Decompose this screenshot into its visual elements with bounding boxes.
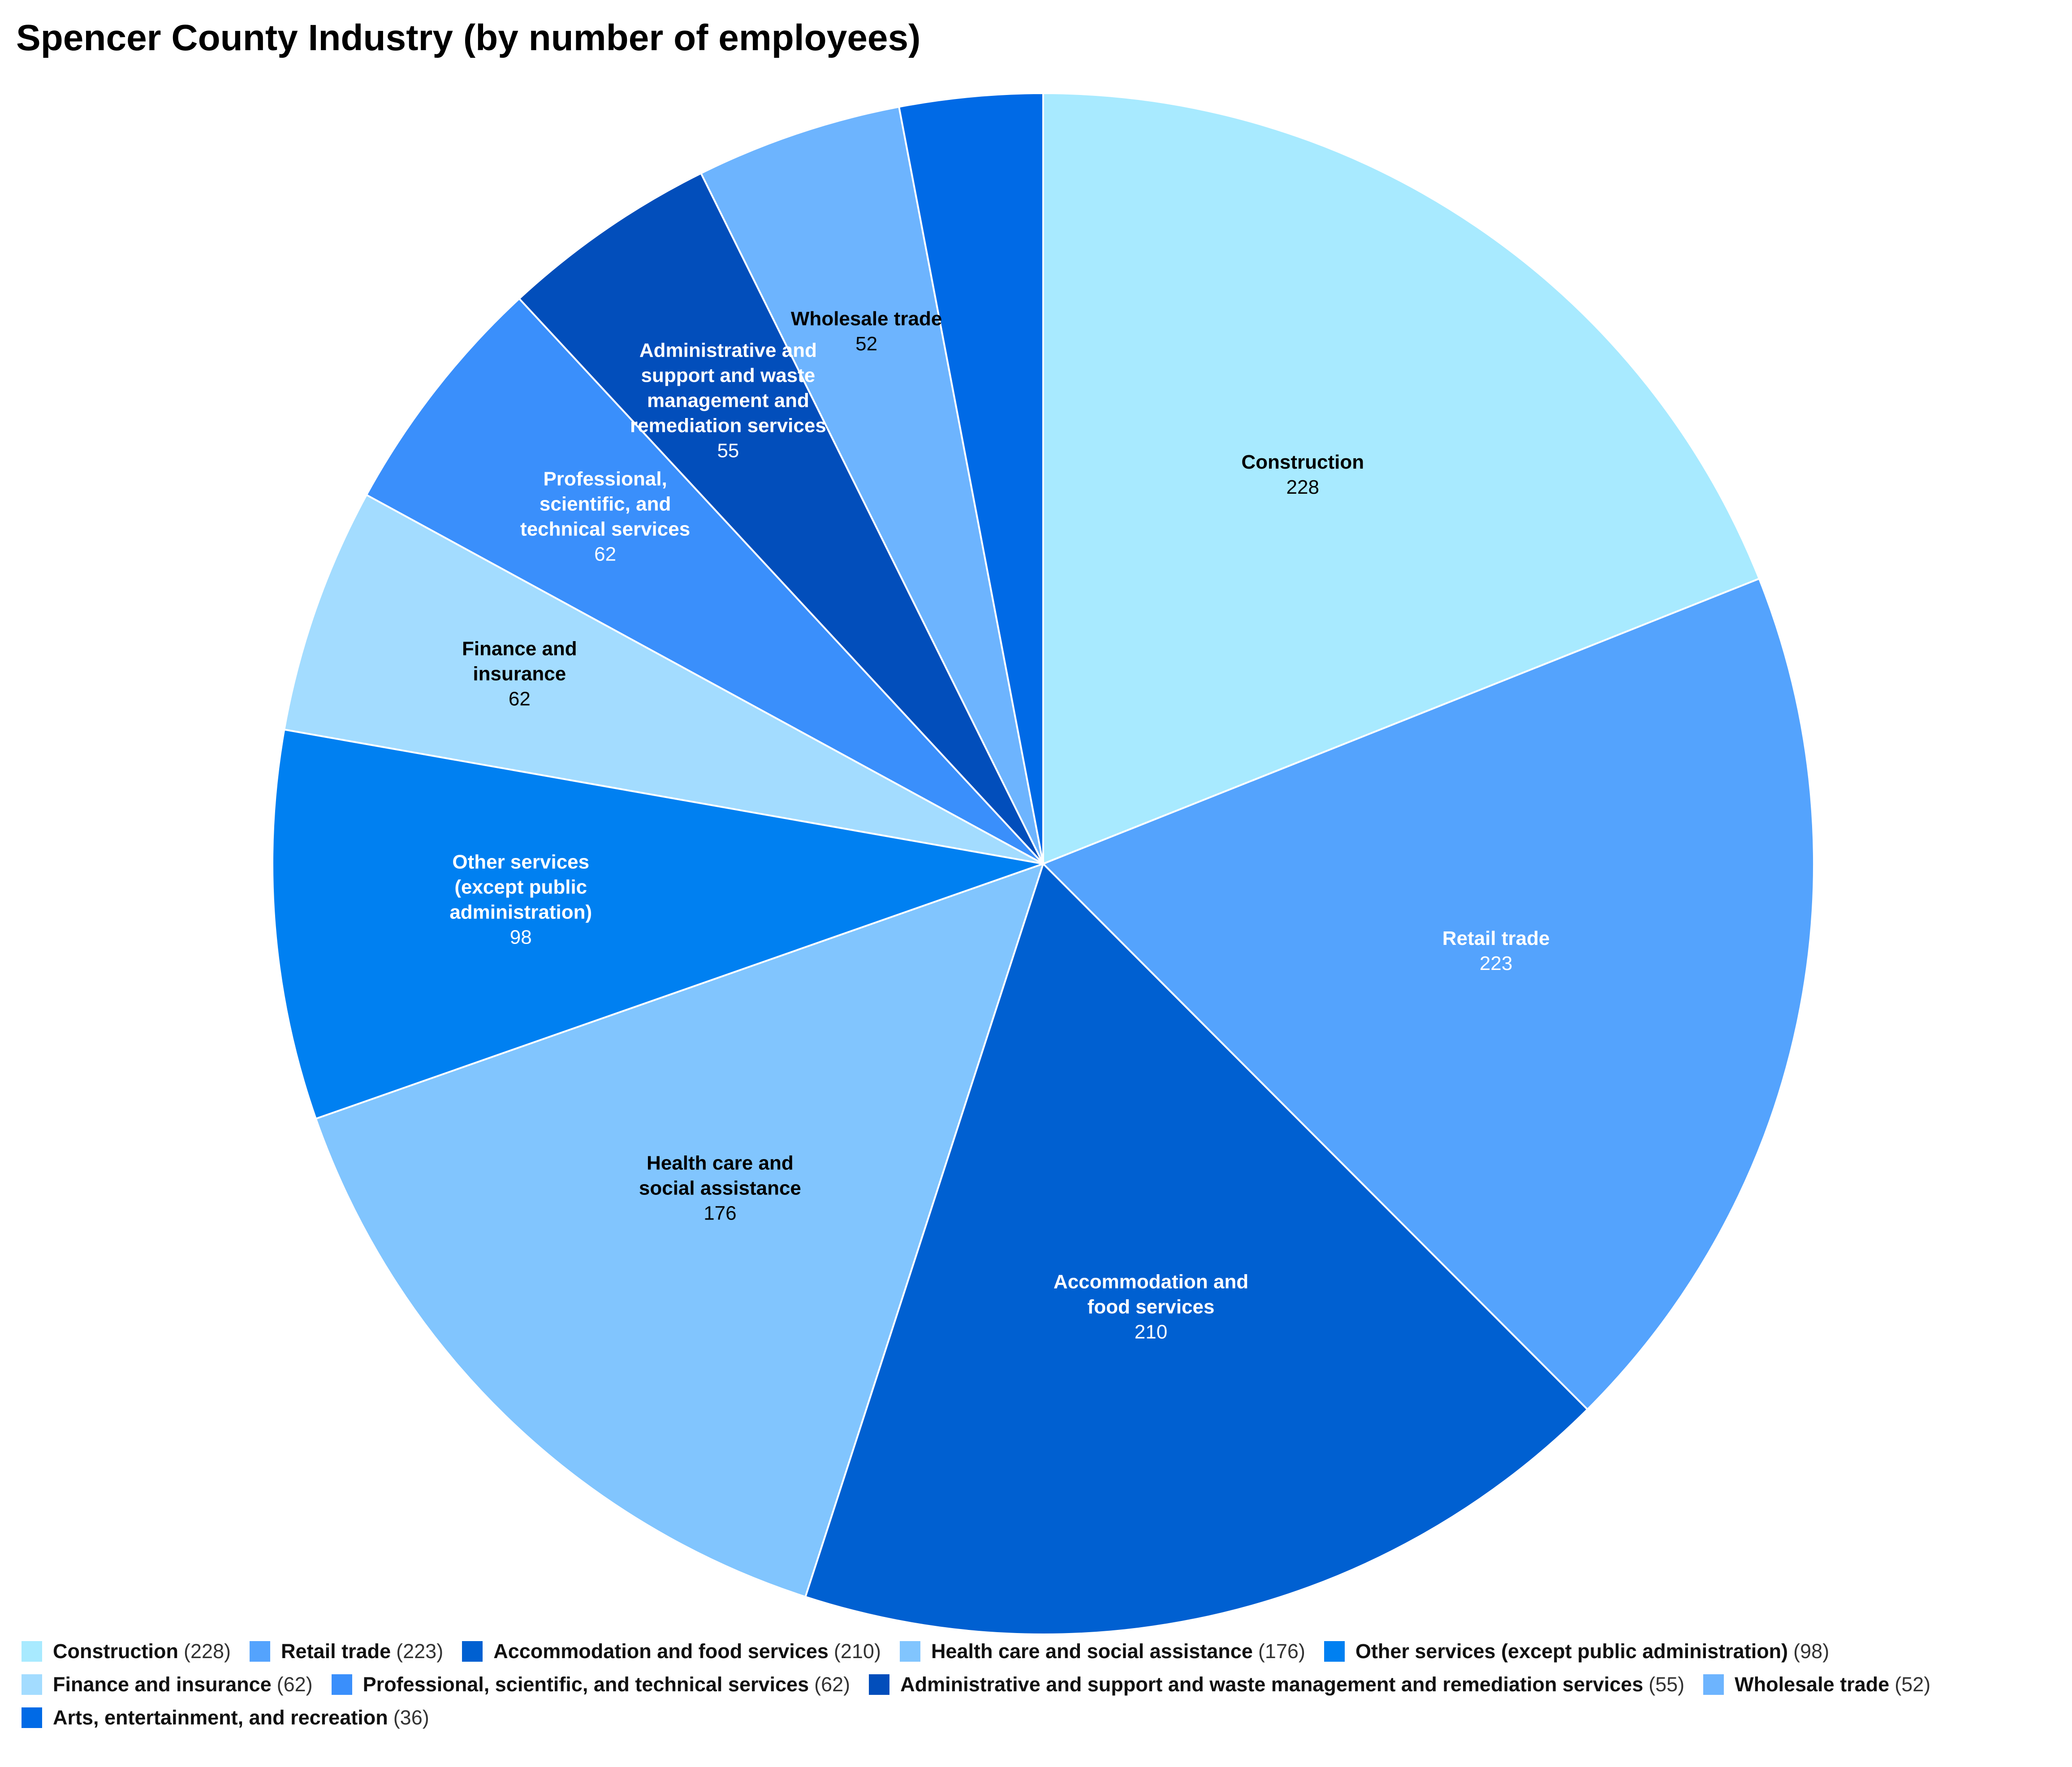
legend-value: (62) [814, 1673, 850, 1696]
legend-item: Retail trade (223) [250, 1637, 443, 1666]
slice-data-label: Retail trade 223 [1442, 927, 1550, 974]
slice-data-label: Other services (except public administrati… [449, 851, 592, 948]
legend-value: (228) [183, 1640, 231, 1663]
legend-value: (223) [396, 1640, 444, 1663]
legend-swatch [1703, 1674, 1724, 1695]
legend-value: (176) [1258, 1640, 1305, 1663]
legend-value: (55) [1649, 1673, 1685, 1696]
legend-item: Arts, entertainment, and recreation (36) [22, 1703, 429, 1732]
legend-label: Construction [53, 1640, 178, 1663]
legend: Construction (228) Retail trade (223) Accomm… [22, 1637, 2056, 1732]
legend-swatch [250, 1641, 271, 1662]
legend-item: Accommodation and food services (210) [462, 1637, 881, 1666]
legend-item: Finance and insurance (62) [22, 1670, 313, 1699]
chart-title: Spencer County Industry (by number of em… [16, 17, 921, 58]
legend-swatch [22, 1641, 42, 1662]
slice-data-label: Wholesale trade 52 [791, 308, 942, 355]
pie-slice [804, 862, 1589, 1635]
legend-label: Professional, scientific, and technical … [363, 1673, 809, 1696]
pie-slice [283, 493, 1044, 865]
legend-label: Health care and social assistance [931, 1640, 1253, 1663]
pie-slice [315, 862, 1045, 1598]
legend-swatch [899, 1641, 920, 1662]
legend-value: (210) [833, 1640, 881, 1663]
pie-slice [518, 172, 1044, 865]
legend-swatch [22, 1674, 42, 1695]
legend-item: Other services (except public administra… [1324, 1637, 1829, 1666]
slice-data-label: Professional, scientific, and technical se… [520, 468, 690, 565]
legend-value: (52) [1895, 1673, 1931, 1696]
legend-item: Health care and social assistance (176) [899, 1637, 1305, 1666]
pie-slice [272, 728, 1047, 1120]
legend-item: Construction (228) [22, 1637, 231, 1666]
legend-label: Other services (except public administra… [1355, 1640, 1788, 1663]
legend-swatch [22, 1707, 42, 1728]
pie-slice [365, 297, 1044, 865]
legend-swatch [331, 1674, 352, 1695]
legend-item: Professional, scientific, and technical … [331, 1670, 850, 1699]
legend-label: Accommodation and food services [493, 1640, 829, 1663]
pie-slice [898, 92, 1044, 864]
slice-data-label: Health care and social assistance 176 [639, 1152, 801, 1224]
slice-labels: Construction 228 Retail trade 223 Accommodat… [449, 308, 1550, 1343]
slice-data-label: Finance and insurance 62 [462, 638, 577, 710]
legend-swatch [1324, 1641, 1345, 1662]
legend-value: (62) [276, 1673, 313, 1696]
pie-slice [1041, 578, 1815, 1411]
legend-label: Administrative and support and waste man… [900, 1673, 1644, 1696]
legend-label: Retail trade [281, 1640, 391, 1663]
slice-data-label: Accommodation and food services 210 [1053, 1271, 1248, 1343]
legend-item: Administrative and support and waste man… [869, 1670, 1684, 1699]
legend-swatch [869, 1674, 890, 1695]
legend-label: Arts, entertainment, and recreation [53, 1706, 388, 1729]
pie-slice [699, 106, 1044, 864]
legend-value: (36) [393, 1706, 429, 1729]
legend-swatch [462, 1641, 483, 1662]
legend-value: (98) [1793, 1640, 1830, 1663]
pie-slice [1042, 92, 1761, 865]
slice-data-label: Administrative and support and waste manag… [630, 340, 826, 462]
pie-slices [272, 92, 1815, 1635]
slice-data-label: Construction 228 [1241, 451, 1364, 498]
legend-label: Wholesale trade [1735, 1673, 1890, 1696]
legend-item: Wholesale trade (52) [1703, 1670, 1930, 1699]
legend-label: Finance and insurance [53, 1673, 272, 1696]
